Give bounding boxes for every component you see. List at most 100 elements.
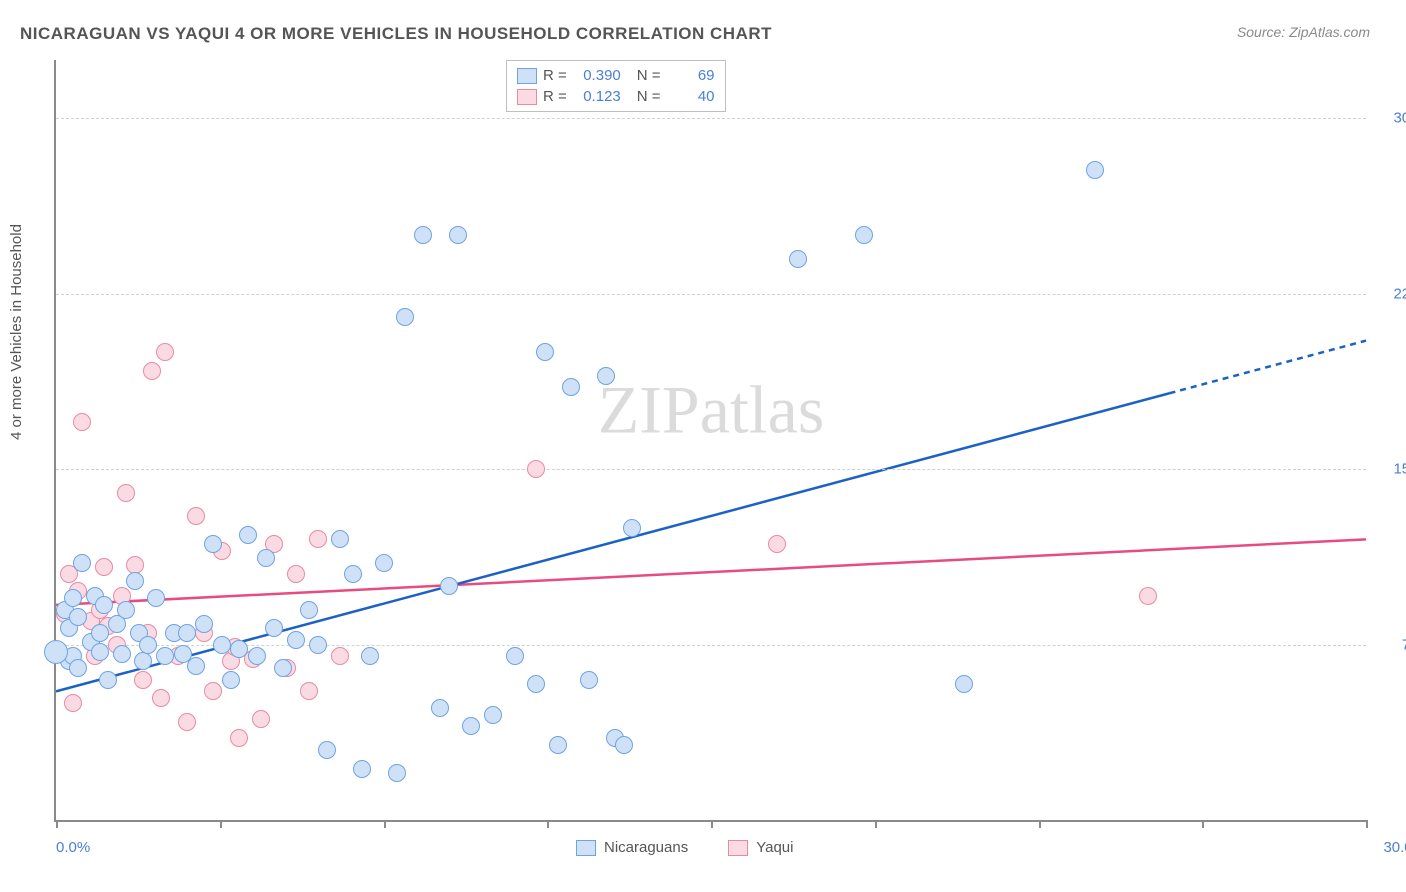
scatter-point-nicaraguans <box>139 636 157 654</box>
y-axis-label: 4 or more Vehicles in Household <box>8 224 25 440</box>
scatter-point-nicaraguans <box>431 699 449 717</box>
watermark-text: ZIPatlas <box>598 370 825 449</box>
scatter-point-nicaraguans <box>99 671 117 689</box>
scatter-point-nicaraguans <box>134 652 152 670</box>
scatter-point-nicaraguans <box>414 226 432 244</box>
scatter-point-nicaraguans <box>187 657 205 675</box>
grid-line <box>56 294 1366 295</box>
grid-line <box>56 469 1366 470</box>
x-tick <box>711 820 713 828</box>
source-prefix: Source: <box>1237 24 1289 40</box>
legend-label-nicaraguans: Nicaraguans <box>604 839 688 856</box>
swatch-yaqui-bottom <box>728 840 748 856</box>
y-tick-label: 7.5% <box>1402 636 1406 653</box>
scatter-point-yaqui <box>1139 587 1157 605</box>
scatter-point-nicaraguans <box>955 675 973 693</box>
scatter-point-nicaraguans <box>222 671 240 689</box>
scatter-point-yaqui <box>300 682 318 700</box>
scatter-point-nicaraguans <box>536 343 554 361</box>
scatter-point-nicaraguans <box>318 741 336 759</box>
x-tick <box>1039 820 1041 828</box>
scatter-point-nicaraguans <box>388 764 406 782</box>
r-label: R = <box>543 88 567 105</box>
scatter-point-yaqui <box>134 671 152 689</box>
scatter-point-nicaraguans <box>580 671 598 689</box>
y-tick-label: 30.0% <box>1393 110 1406 127</box>
scatter-point-yaqui <box>152 689 170 707</box>
scatter-point-nicaraguans <box>462 717 480 735</box>
scatter-point-nicaraguans <box>126 572 144 590</box>
scatter-point-nicaraguans <box>44 640 68 664</box>
trend-line <box>1170 341 1367 394</box>
scatter-point-yaqui <box>527 460 545 478</box>
trend-lines-svg <box>56 60 1366 820</box>
scatter-point-nicaraguans <box>331 530 349 548</box>
scatter-point-nicaraguans <box>361 647 379 665</box>
scatter-point-nicaraguans <box>440 577 458 595</box>
r-label: R = <box>543 67 567 84</box>
trend-line <box>56 539 1366 604</box>
scatter-point-nicaraguans <box>95 596 113 614</box>
grid-line <box>56 645 1366 646</box>
scatter-point-nicaraguans <box>64 589 82 607</box>
n-label: N = <box>637 88 661 105</box>
scatter-point-nicaraguans <box>287 631 305 649</box>
scatter-point-nicaraguans <box>1086 161 1104 179</box>
scatter-point-nicaraguans <box>623 519 641 537</box>
scatter-point-yaqui <box>95 558 113 576</box>
x-tick <box>1366 820 1368 828</box>
scatter-point-yaqui <box>143 362 161 380</box>
r-value-nicaraguans: 0.390 <box>573 67 621 84</box>
swatch-nicaraguans <box>517 68 537 84</box>
legend-row-nicaraguans: R = 0.390 N = 69 <box>517 65 715 86</box>
swatch-yaqui <box>517 89 537 105</box>
scatter-point-nicaraguans <box>344 565 362 583</box>
scatter-point-nicaraguans <box>91 643 109 661</box>
scatter-point-nicaraguans <box>230 640 248 658</box>
chart-title: NICARAGUAN VS YAQUI 4 OR MORE VEHICLES I… <box>20 24 772 44</box>
scatter-point-nicaraguans <box>156 647 174 665</box>
scatter-point-yaqui <box>156 343 174 361</box>
series-legend: Nicaraguans Yaqui <box>576 839 793 856</box>
scatter-point-yaqui <box>64 694 82 712</box>
scatter-point-nicaraguans <box>300 601 318 619</box>
scatter-point-nicaraguans <box>527 675 545 693</box>
scatter-point-nicaraguans <box>309 636 327 654</box>
legend-item-yaqui: Yaqui <box>728 839 793 856</box>
scatter-point-nicaraguans <box>239 526 257 544</box>
n-value-yaqui: 40 <box>667 88 715 105</box>
grid-line <box>56 118 1366 119</box>
source-attribution: Source: ZipAtlas.com <box>1237 24 1370 40</box>
legend-row-yaqui: R = 0.123 N = 40 <box>517 86 715 107</box>
scatter-point-yaqui <box>126 556 144 574</box>
scatter-point-nicaraguans <box>789 250 807 268</box>
source-name: ZipAtlas.com <box>1289 24 1370 40</box>
legend-label-yaqui: Yaqui <box>756 839 793 856</box>
scatter-point-nicaraguans <box>113 645 131 663</box>
scatter-point-yaqui <box>117 484 135 502</box>
r-value-yaqui: 0.123 <box>573 88 621 105</box>
plot-area: ZIPatlas R = 0.390 N = 69 R = 0.123 N = … <box>54 60 1366 822</box>
x-tick <box>875 820 877 828</box>
scatter-point-nicaraguans <box>117 601 135 619</box>
y-tick-label: 22.5% <box>1393 285 1406 302</box>
scatter-point-nicaraguans <box>506 647 524 665</box>
x-axis-start-label: 0.0% <box>56 839 90 856</box>
scatter-point-yaqui <box>187 507 205 525</box>
scatter-point-nicaraguans <box>597 367 615 385</box>
scatter-point-nicaraguans <box>69 659 87 677</box>
y-tick-label: 15.0% <box>1393 461 1406 478</box>
scatter-point-yaqui <box>204 682 222 700</box>
scatter-point-nicaraguans <box>257 549 275 567</box>
scatter-point-nicaraguans <box>549 736 567 754</box>
n-value-nicaraguans: 69 <box>667 67 715 84</box>
scatter-point-nicaraguans <box>562 378 580 396</box>
scatter-point-yaqui <box>331 647 349 665</box>
scatter-point-nicaraguans <box>178 624 196 642</box>
scatter-point-nicaraguans <box>213 636 231 654</box>
scatter-point-yaqui <box>230 729 248 747</box>
scatter-point-yaqui <box>178 713 196 731</box>
scatter-point-nicaraguans <box>265 619 283 637</box>
scatter-point-nicaraguans <box>73 554 91 572</box>
scatter-point-nicaraguans <box>274 659 292 677</box>
